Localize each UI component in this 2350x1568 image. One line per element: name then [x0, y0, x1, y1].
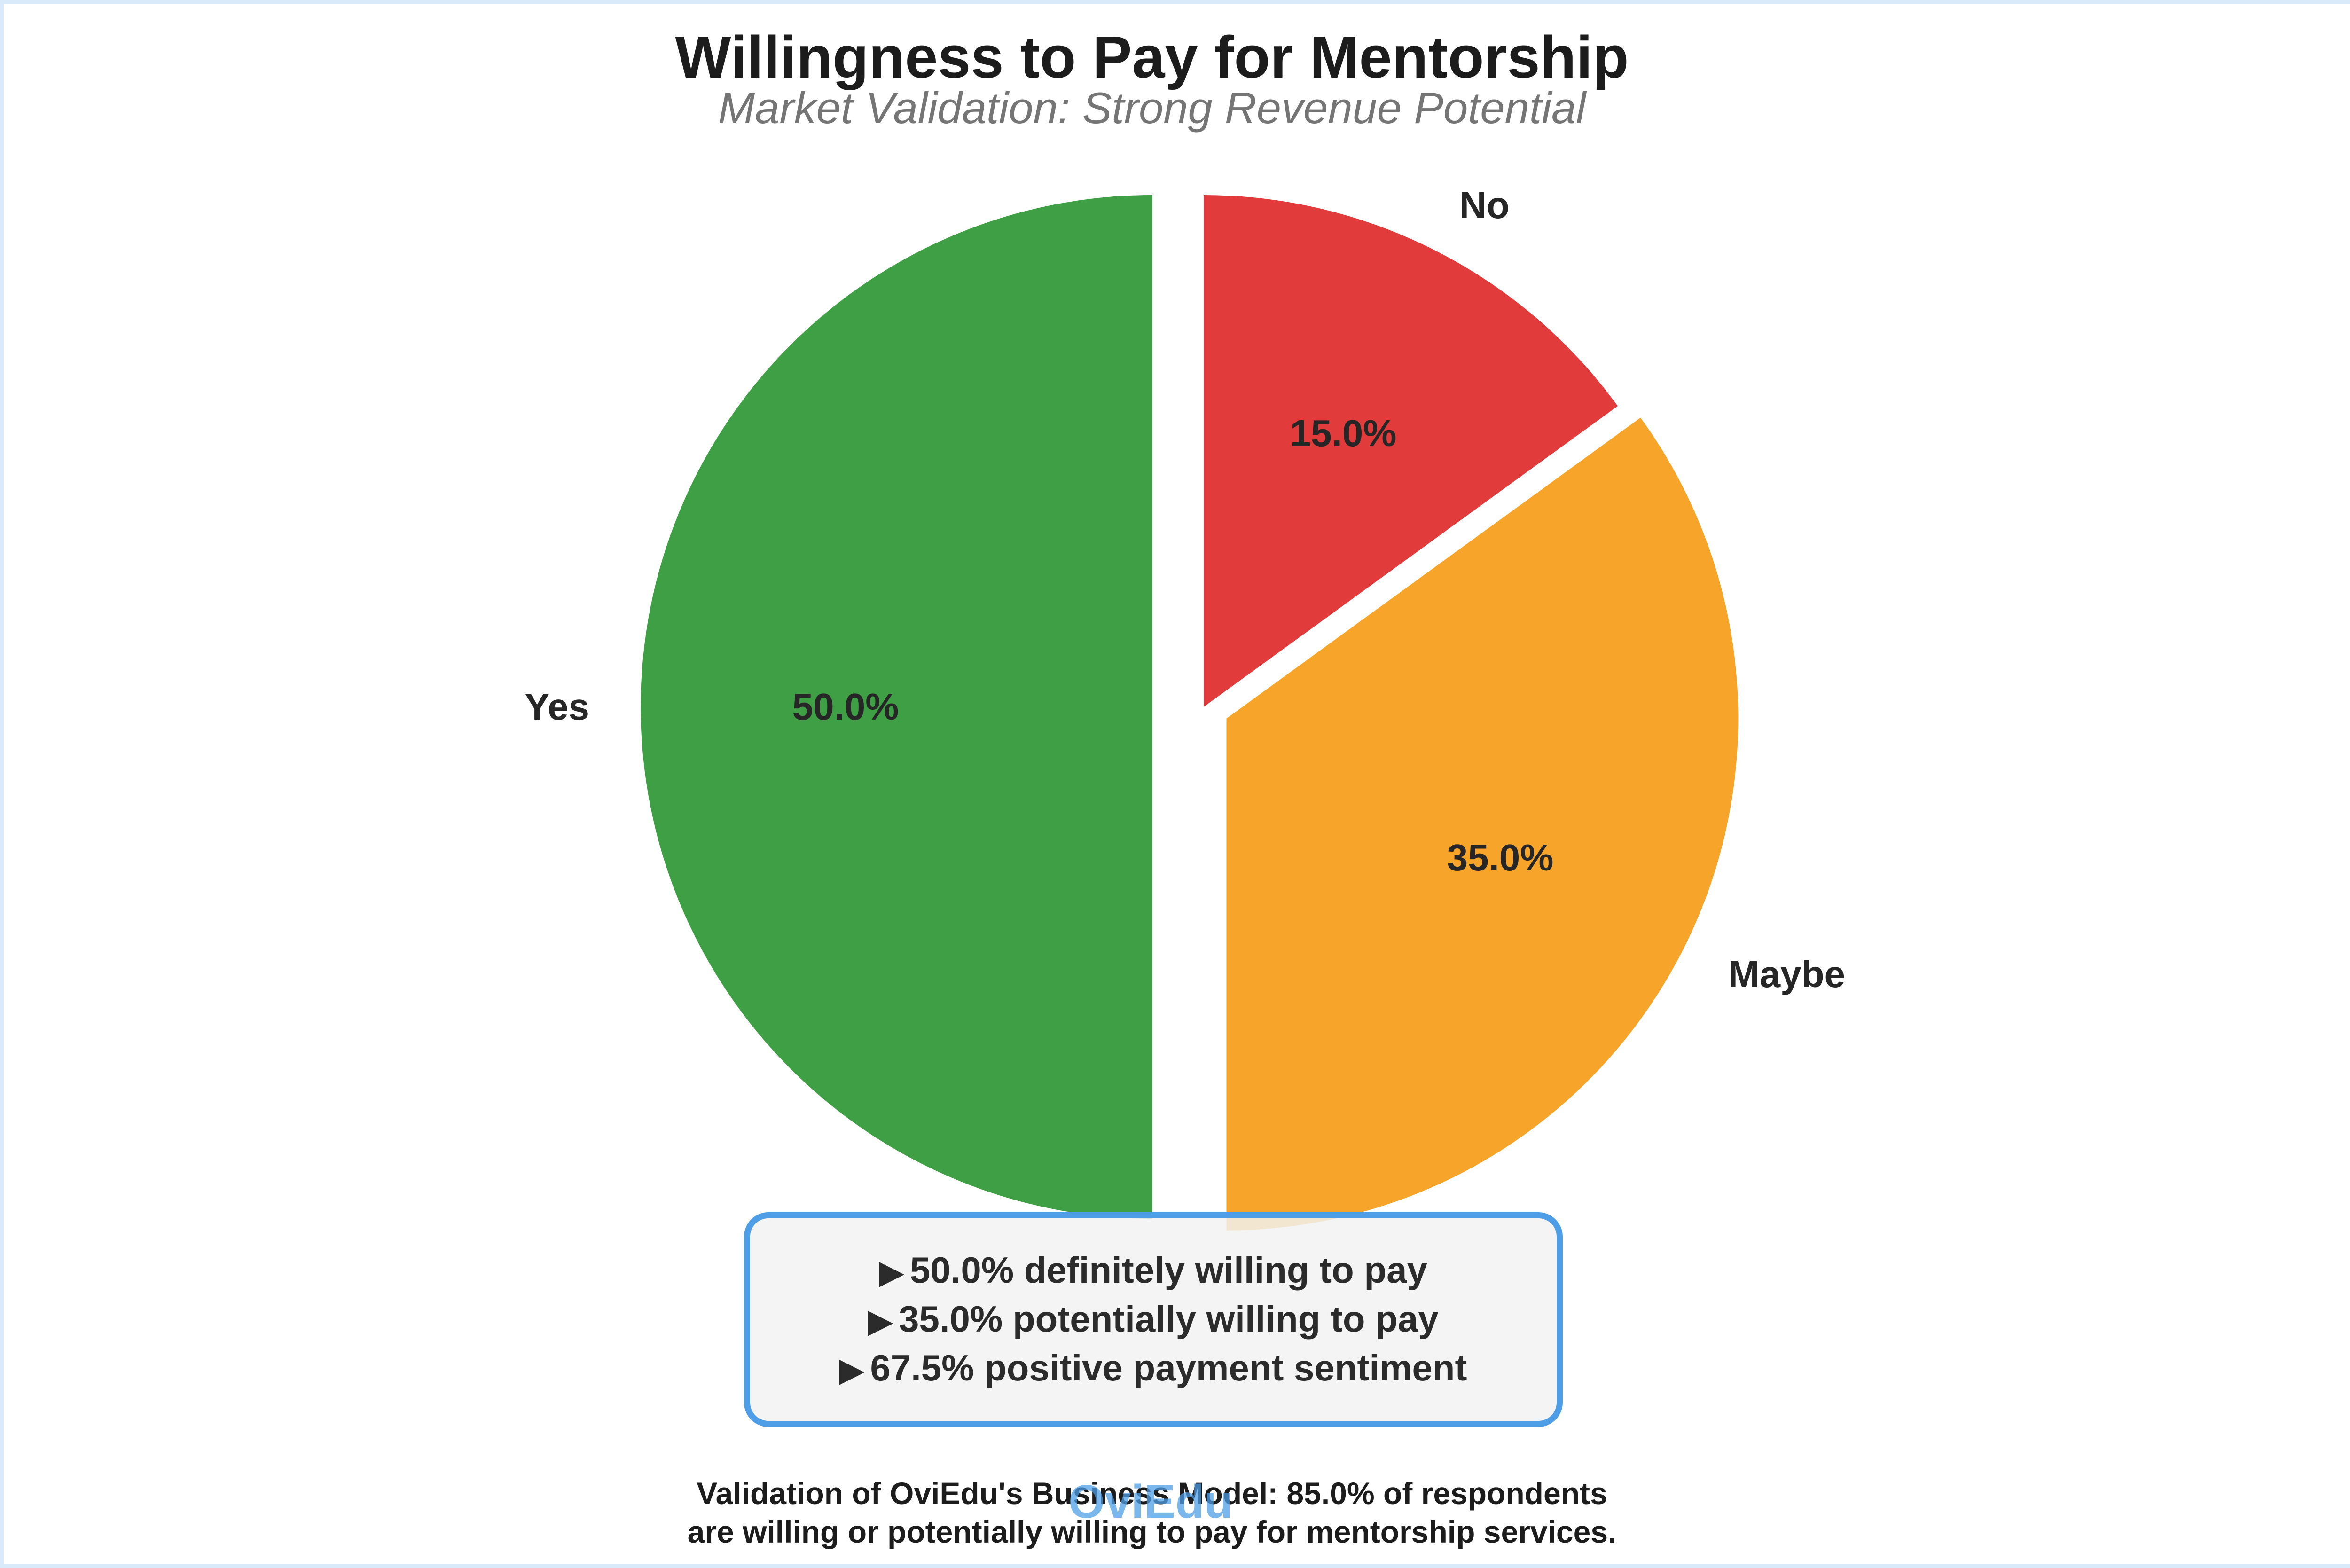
slice-label-maybe: Maybe	[1728, 953, 1845, 995]
bullet-arrow-icon: ▶	[868, 1303, 893, 1338]
stat-line-potentially-text: 35.0% potentially willing to pay	[899, 1298, 1439, 1340]
slice-label-yes: Yes	[525, 686, 589, 728]
stat-line-potentially: ▶ 35.0% potentially willing to pay	[868, 1295, 1438, 1344]
pie-slice-yes	[641, 195, 1153, 1219]
bullet-arrow-icon: ▶	[839, 1352, 864, 1387]
stat-line-definitely-text: 50.0% definitely willing to pay	[909, 1249, 1427, 1291]
pie-slice-no	[1204, 195, 1618, 707]
validation-caption-line2: are willing or potentially willing to pa…	[687, 1514, 1617, 1549]
slice-label-no: No	[1459, 184, 1510, 226]
slice-pct-yes: 50.0%	[792, 686, 899, 728]
slice-pct-no: 15.0%	[1290, 412, 1397, 454]
key-stats-box: ▶ 50.0% definitely willing to pay ▶ 35.0% …	[744, 1212, 1563, 1427]
chart-subtitle: Market Validation: Strong Revenue Potent…	[718, 83, 1586, 133]
pie-chart	[641, 195, 1739, 1231]
bullet-arrow-icon: ▶	[879, 1254, 903, 1289]
stat-line-definitely: ▶ 50.0% definitely willing to pay	[879, 1247, 1427, 1295]
stat-line-sentiment-text: 67.5% positive payment sentiment	[870, 1347, 1467, 1388]
chart-title: Willingness to Pay for Mentorship	[675, 24, 1629, 90]
validation-caption-line1: Validation of OviEdu's Business Model: 8…	[697, 1476, 1607, 1511]
pie-slice-maybe	[1226, 417, 1739, 1231]
slice-pct-maybe: 35.0%	[1447, 837, 1554, 878]
validation-caption: Validation of OviEdu's Business Model: 8…	[4, 1474, 2300, 1551]
oviedu-watermark: OviEdu	[1068, 1475, 1233, 1528]
stat-line-sentiment: ▶ 67.5% positive payment sentiment	[840, 1344, 1467, 1393]
